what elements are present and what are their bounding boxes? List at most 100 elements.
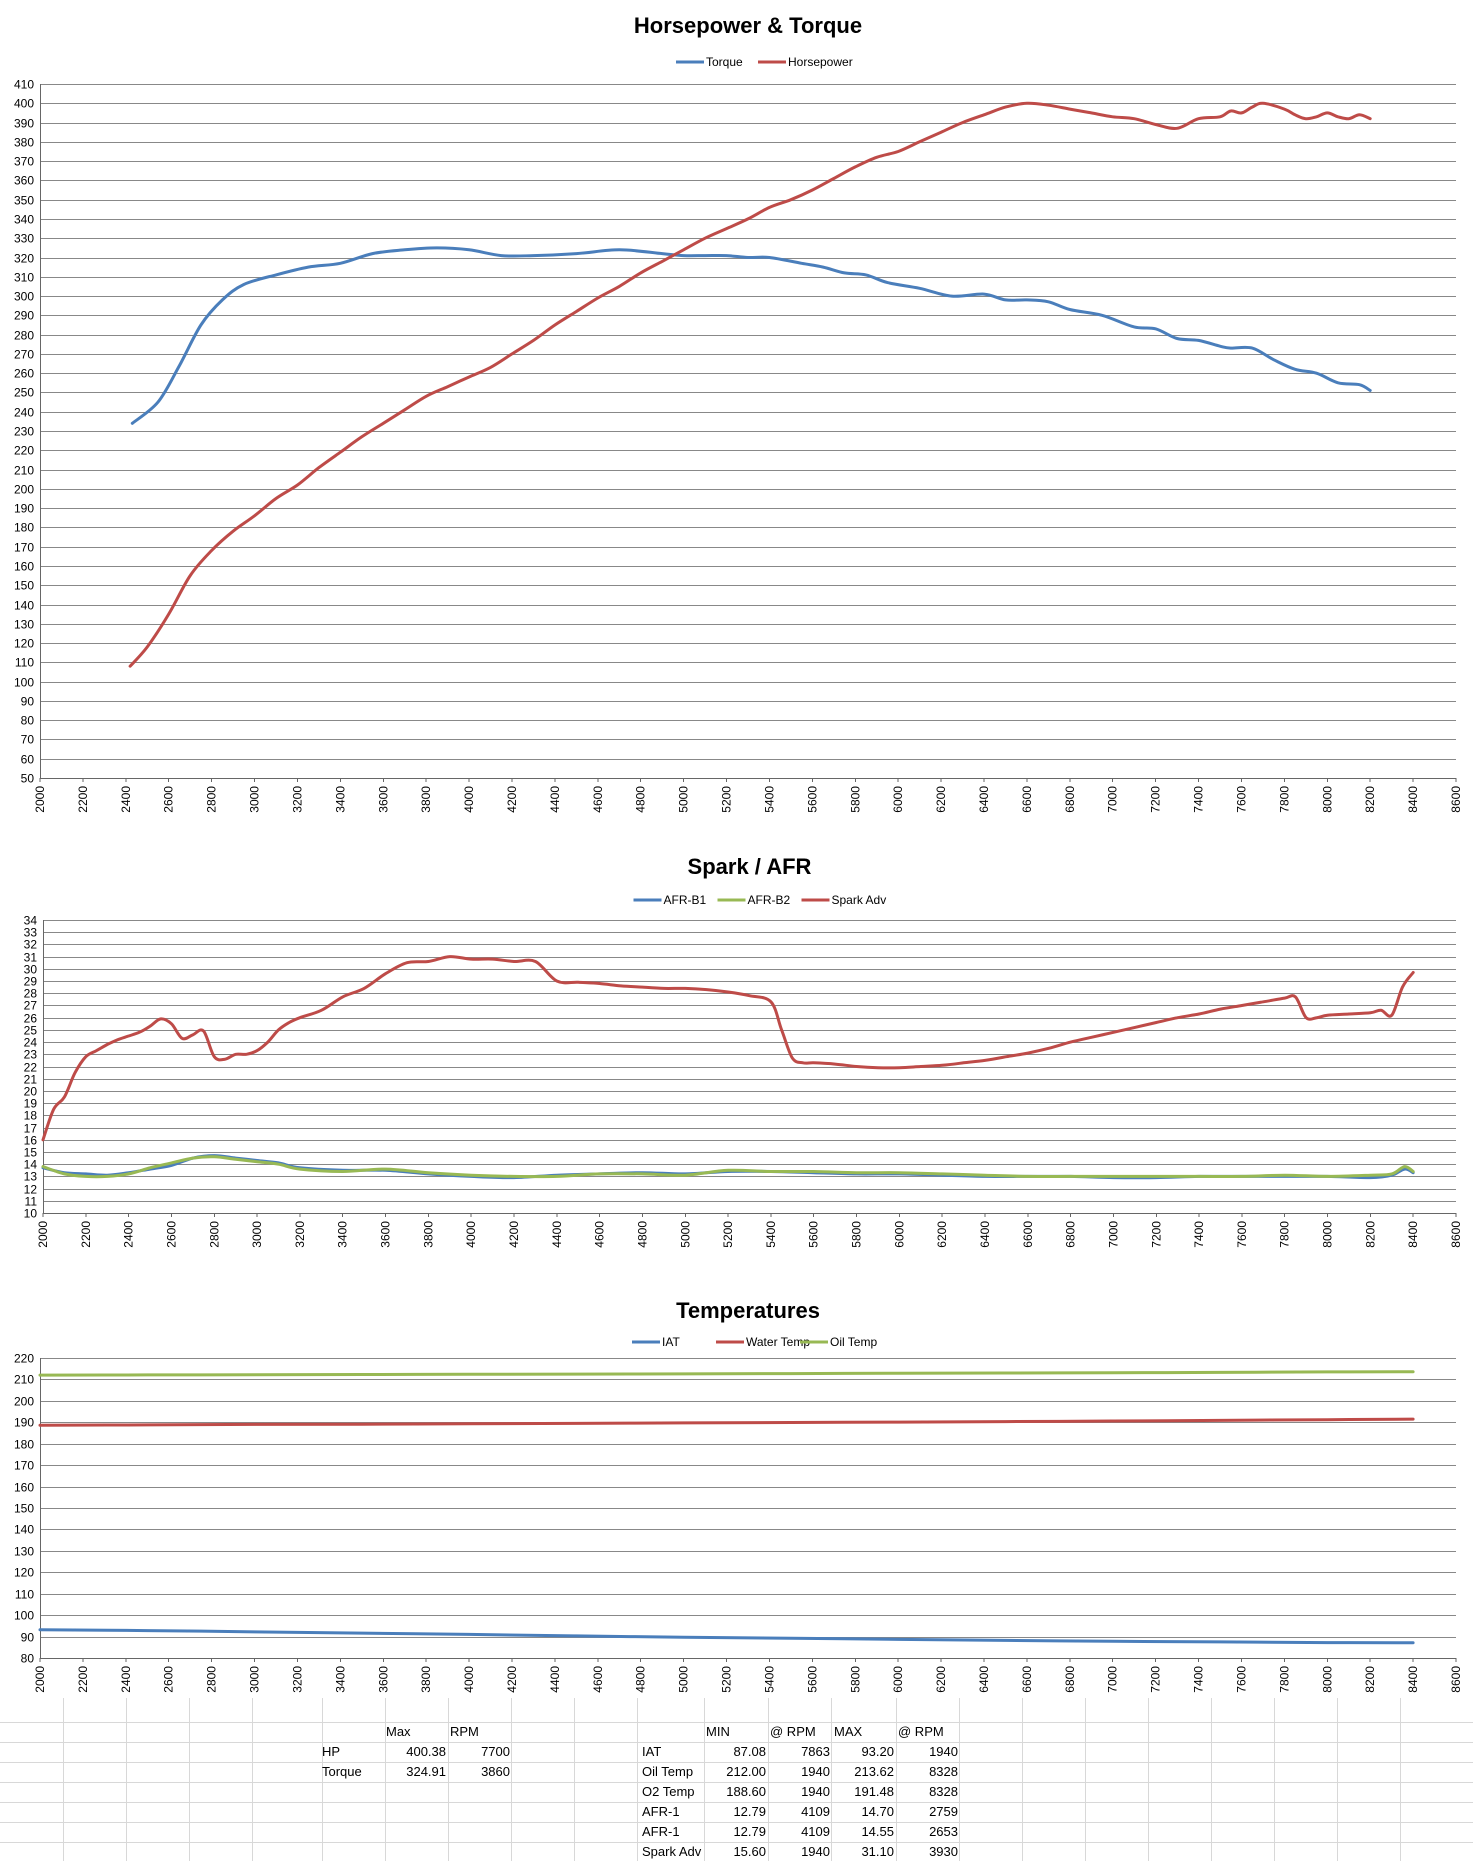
stats-row-label[interactable]: O2 Temp	[642, 1784, 695, 1799]
stats-row-min[interactable]: 87.08	[733, 1744, 766, 1759]
stats-row-min-rpm[interactable]: 1940	[801, 1784, 830, 1799]
legend-item[interactable]: IAT	[632, 1335, 680, 1349]
stats-row-label[interactable]: AFR-1	[642, 1804, 680, 1819]
hp-row-label[interactable]: HP	[322, 1744, 341, 1759]
stats-row-max-rpm[interactable]: 8328	[929, 1764, 958, 1779]
stats-row-max[interactable]: 191.48	[854, 1784, 894, 1799]
stats-row-max[interactable]: 93.20	[861, 1744, 894, 1759]
spark-afr-chart-svg: Spark / AFR AFR-B1 AFR-B2 Spark Adv 10111213…	[24, 854, 1463, 1248]
stats-row-label[interactable]: Oil Temp	[642, 1764, 694, 1779]
series-line-spark-adv[interactable]	[41, 955, 1415, 1142]
x-tick-label: 4400	[548, 1666, 562, 1693]
y-tick-label: 140	[14, 1523, 34, 1537]
legend-item[interactable]: Spark Adv	[801, 893, 887, 907]
stats-header-max[interactable]: MAX	[834, 1724, 863, 1739]
stats-row-max[interactable]: 14.55	[861, 1824, 894, 1839]
y-tick-label: 200	[14, 1395, 34, 1409]
stats-row-min-rpm[interactable]: 4109	[801, 1804, 830, 1819]
torque-row-rpm[interactable]: 3860	[481, 1764, 510, 1779]
series-line-torque[interactable]	[130, 246, 1372, 425]
x-tick-label: 8600	[1449, 1666, 1463, 1693]
y-tick-label: 29	[24, 975, 38, 989]
legend-item[interactable]: Horsepower	[758, 55, 853, 69]
spark-afr-chart[interactable]: Spark / AFR AFR-B1 AFR-B2 Spark Adv 10 11 12 13…	[0, 838, 1473, 1280]
stats-row-min-rpm[interactable]: 7863	[801, 1744, 830, 1759]
cell-gridline	[189, 1698, 190, 1861]
x-tick-label: 7400	[1192, 1221, 1206, 1248]
y-tick-label: 14	[24, 1158, 38, 1172]
y-tick-label: 150	[14, 579, 34, 593]
cell-gridline	[448, 1698, 449, 1861]
stats-header-min[interactable]: MIN	[706, 1724, 730, 1739]
stats-row-min[interactable]: 188.60	[726, 1784, 766, 1799]
stats-row-label[interactable]: Spark Adv	[642, 1844, 702, 1859]
cell-gridline	[0, 1742, 1473, 1743]
x-tick-label: 3400	[336, 1221, 350, 1248]
torque-row-max[interactable]: 324.91	[406, 1764, 446, 1779]
x-tick-label: 6000	[891, 786, 905, 813]
x-tick-label: 3000	[250, 1221, 264, 1248]
x-tick-label: 5000	[677, 1666, 691, 1693]
y-tick-label: 150	[14, 1502, 34, 1516]
y-tick-label: 13	[24, 1170, 38, 1184]
legend-label: IAT	[662, 1335, 680, 1349]
hp-torque-chart[interactable]: Horsepower & Torque Torque Horsepower 50 60 7…	[0, 0, 1473, 838]
y-tick-label: 130	[14, 618, 34, 632]
legend-item[interactable]: AFR-B2	[717, 893, 791, 907]
torque-row-label[interactable]: Torque	[322, 1764, 362, 1779]
y-tick-label: 280	[14, 329, 34, 343]
hp-row-rpm[interactable]: 7700	[481, 1744, 510, 1759]
hp-row-max[interactable]: 400.38	[406, 1744, 446, 1759]
series-line-afr-b1[interactable]	[41, 1154, 1415, 1180]
cell-gridline	[126, 1698, 127, 1861]
cell-gridline	[574, 1698, 575, 1861]
stats-row-max[interactable]: 14.70	[861, 1804, 894, 1819]
series-line-oil-temp[interactable]	[38, 1370, 1415, 1377]
y-tick-label: 360	[14, 174, 34, 188]
y-tick-label: 340	[14, 213, 34, 227]
stats-row-min[interactable]: 12.79	[733, 1804, 766, 1819]
legend-item[interactable]: Torque	[676, 55, 743, 69]
x-tick-label: 6400	[978, 1221, 992, 1248]
hp-table-header-max[interactable]: Max	[386, 1724, 411, 1739]
stats-row-max-rpm[interactable]: 3930	[929, 1844, 958, 1859]
stats-row-max[interactable]: 31.10	[861, 1844, 894, 1859]
series-line-iat[interactable]	[38, 1628, 1415, 1645]
y-tick-label: 160	[14, 560, 34, 574]
y-tick-label: 310	[14, 271, 34, 285]
stats-row-max-rpm[interactable]: 2759	[929, 1804, 958, 1819]
stats-row-label[interactable]: IAT	[642, 1744, 662, 1759]
x-tick-label: 4400	[548, 786, 562, 813]
series-line-water-temp[interactable]	[38, 1417, 1415, 1427]
stats-row-min[interactable]: 15.60	[733, 1844, 766, 1859]
series-line-horsepower[interactable]	[128, 101, 1372, 668]
x-tick-label: 8600	[1449, 1221, 1463, 1248]
stats-row-max[interactable]: 213.62	[854, 1764, 894, 1779]
stats-row-min-rpm[interactable]: 1940	[801, 1764, 830, 1779]
hp-table-header-rpm[interactable]: RPM	[450, 1724, 479, 1739]
stats-row-min[interactable]: 12.79	[733, 1824, 766, 1839]
stats-row-min-rpm[interactable]: 1940	[801, 1844, 830, 1859]
cell-gridline	[637, 1698, 638, 1861]
stats-row-min[interactable]: 212.00	[726, 1764, 766, 1779]
stats-row-max-rpm[interactable]: 1940	[929, 1744, 958, 1759]
x-tick-label: 6400	[977, 786, 991, 813]
legend-item[interactable]: AFR-B1	[633, 893, 707, 907]
legend-item[interactable]: Water Temp	[716, 1335, 810, 1349]
stats-row-min-rpm[interactable]: 4109	[801, 1824, 830, 1839]
series-line-afr-b2[interactable]	[41, 1155, 1415, 1179]
cell-gridline	[0, 1802, 1473, 1803]
stats-row-label[interactable]: AFR-1	[642, 1824, 680, 1839]
stats-row-max-rpm[interactable]: 2653	[929, 1824, 958, 1839]
stats-header-max-rpm[interactable]: @ RPM	[898, 1724, 944, 1739]
x-tick-label: 2600	[164, 1221, 178, 1248]
stats-row-max-rpm[interactable]: 8328	[929, 1784, 958, 1799]
y-tick-label: 90	[21, 1631, 35, 1645]
temperatures-chart[interactable]: Temperatures IAT Water Temp Oil Temp 80 90 100…	[0, 1280, 1473, 1698]
y-tick-label: 100	[14, 676, 34, 690]
y-tick-label: 200	[14, 483, 34, 497]
legend-item[interactable]: Oil Temp	[800, 1335, 877, 1349]
hp-torque-chart-svg: Horsepower & Torque Torque Horsepower 50 60 7…	[14, 13, 1463, 813]
stats-header-min-rpm[interactable]: @ RPM	[770, 1724, 816, 1739]
x-tick-label: 3200	[290, 1666, 304, 1693]
